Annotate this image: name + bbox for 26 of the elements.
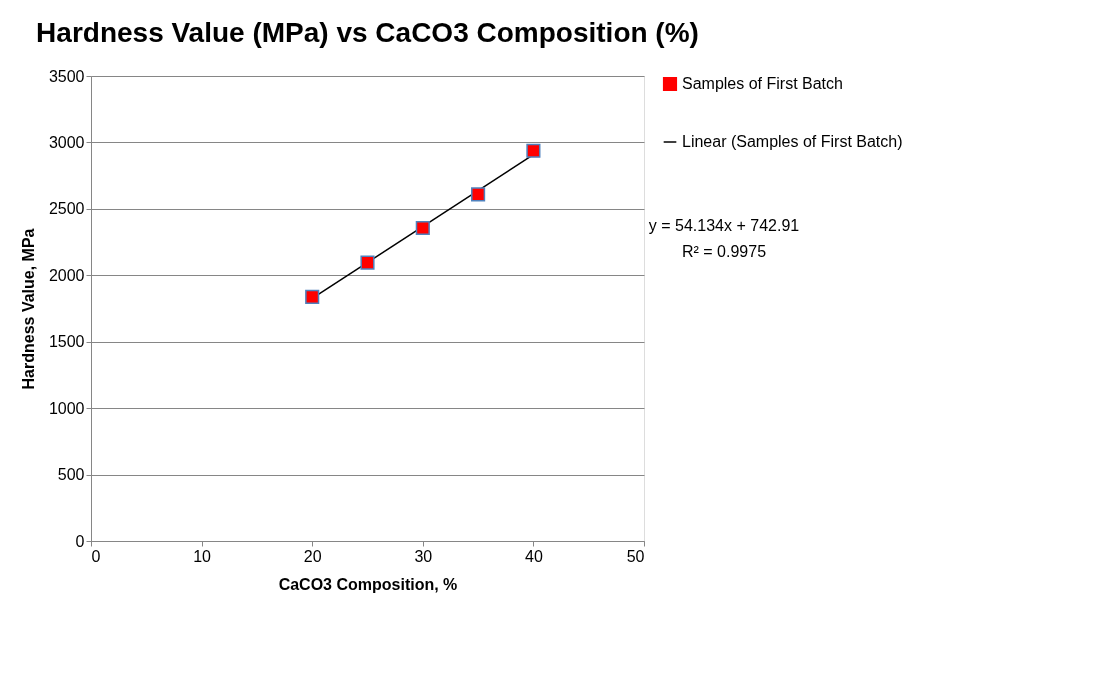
- x-tick-label: 0: [91, 547, 101, 565]
- point: [471, 187, 486, 202]
- y-tick-label: 1000: [48, 399, 85, 417]
- chart-title: Hardness Value (MPa) vs CaCO3 Composition (%): [36, 17, 699, 48]
- x-tick-label: 10: [193, 547, 212, 565]
- legend-label: Samples of First Batch: [682, 75, 843, 92]
- y-axis-title: Hardness Value, MPa: [19, 228, 37, 390]
- x-tick-label: 50: [626, 547, 645, 565]
- x-tick-label: 30: [414, 547, 433, 565]
- x-tick-label: 40: [525, 547, 543, 565]
- x-tick-label: 20: [303, 547, 322, 565]
- y-tick-label: 3500: [48, 67, 85, 85]
- text: R² = 0.9975: [681, 243, 767, 260]
- y-tick-label: 3000: [48, 133, 85, 151]
- y-tick-label: 2500: [48, 200, 85, 218]
- point: [415, 220, 430, 236]
- y-tick-label: 0: [75, 532, 85, 550]
- y-tick-label: 500: [57, 466, 85, 484]
- text: y = 54.134x + 742.91: [648, 217, 800, 234]
- point: [360, 255, 375, 270]
- legend-label: Linear (Samples of First Batch): [682, 133, 903, 150]
- point: [526, 143, 541, 158]
- x-axis-title: CaCO3 Composition, %: [278, 575, 458, 593]
- point: [305, 289, 320, 304]
- y-tick-label: 1500: [48, 333, 85, 351]
- y-tick-label: 2000: [48, 266, 85, 284]
